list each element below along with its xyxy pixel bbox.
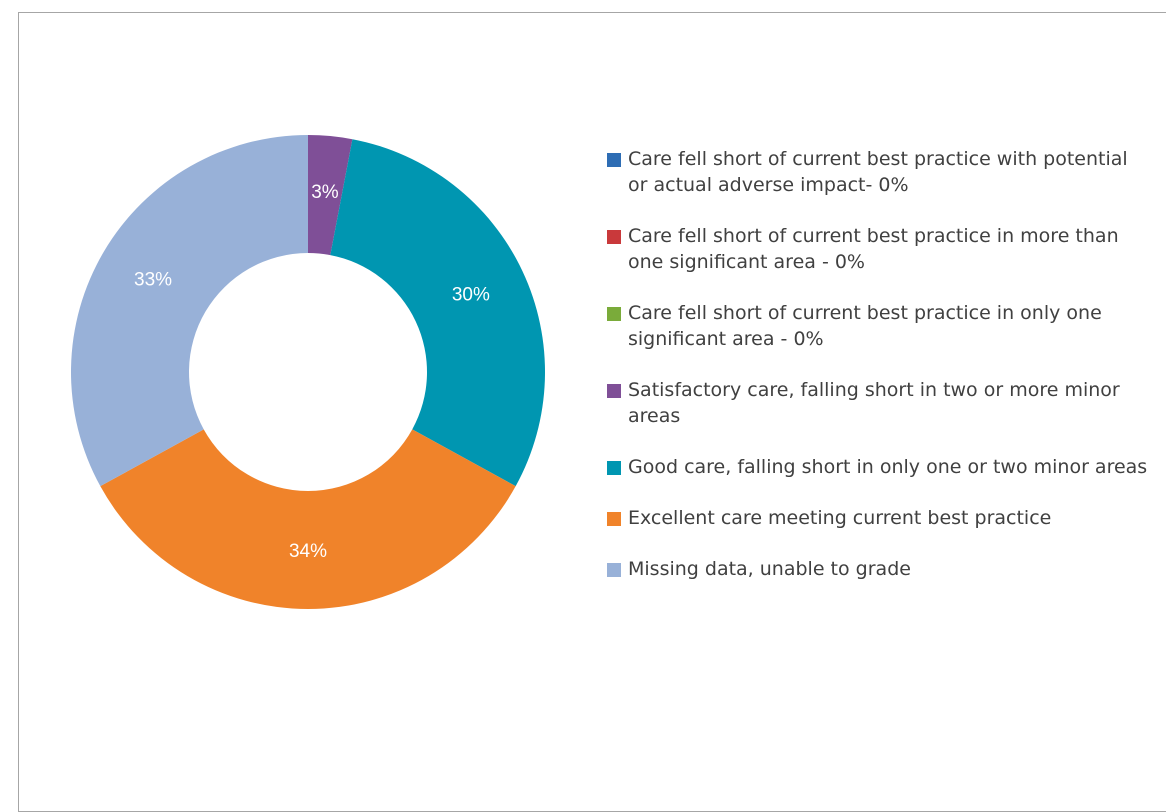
legend-swatch: [607, 384, 621, 398]
legend-entry: Good care, falling short in only one or …: [607, 454, 1152, 480]
legend-entry: Care fell short of current best practice…: [607, 146, 1152, 198]
legend-entry: Missing data, unable to grade: [607, 556, 1152, 582]
legend-entry: Excellent care meeting current best prac…: [607, 505, 1152, 531]
legend-swatch: [607, 461, 621, 475]
legend-label: Care fell short of current best practice…: [628, 148, 1128, 196]
legend-entry: Care fell short of current best practice…: [607, 223, 1152, 275]
data-label: 33%: [134, 269, 172, 290]
data-label: 34%: [289, 541, 327, 562]
slice: [308, 135, 353, 256]
legend-swatch: [607, 153, 621, 167]
slice: [71, 135, 308, 487]
legend-label: Missing data, unable to grade: [628, 558, 911, 580]
legend-label: Care fell short of current best practice…: [628, 225, 1119, 273]
legend-label: Satisfactory care, falling short in two …: [628, 379, 1120, 427]
data-label: 3%: [311, 182, 339, 203]
legend-label: Excellent care meeting current best prac…: [628, 507, 1052, 529]
slice: [100, 429, 516, 609]
legend-label: Care fell short of current best practice…: [628, 302, 1102, 350]
legend-swatch: [607, 230, 621, 244]
legend-swatch: [607, 563, 621, 577]
data-label: 30%: [452, 284, 490, 305]
legend-entry: Satisfactory care, falling short in two …: [607, 377, 1152, 429]
legend-swatch: [607, 512, 621, 526]
legend-label: Good care, falling short in only one or …: [628, 456, 1148, 478]
legend-swatch: [607, 307, 621, 321]
legend: Care fell short of current best practice…: [607, 146, 1152, 607]
legend-entry: Care fell short of current best practice…: [607, 300, 1152, 352]
slice: [330, 139, 545, 487]
